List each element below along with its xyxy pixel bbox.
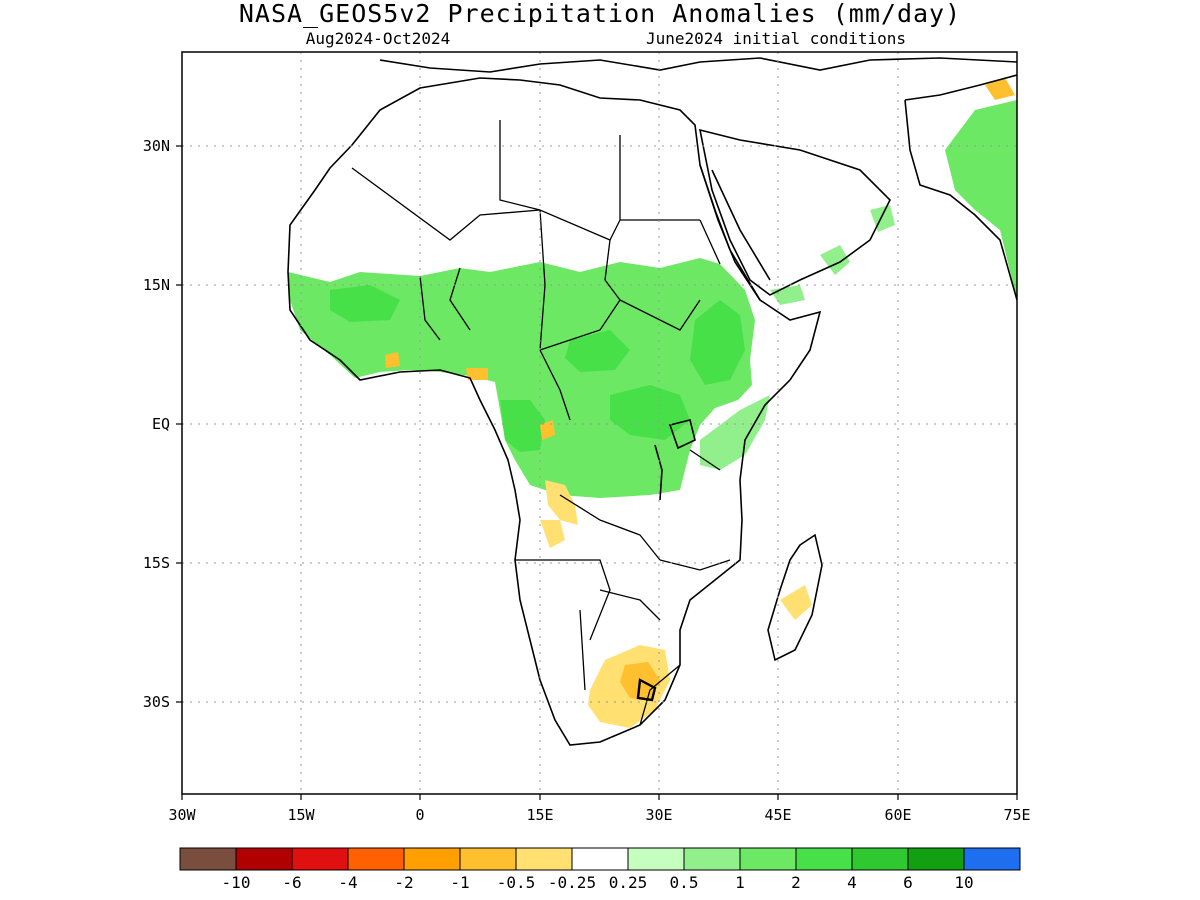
yemen-mild-wet — [770, 285, 805, 305]
colorbar-swatch — [683, 847, 741, 871]
country-borders — [351, 120, 731, 726]
colorbar-label: -0.25 — [548, 873, 596, 892]
colorbar-label: -10 — [222, 873, 251, 892]
subtitle-initial-conditions: June2024 initial conditions — [646, 29, 906, 48]
colorbar-swatch — [627, 847, 685, 871]
colorbar-swatch — [403, 847, 461, 871]
colorbar-label: 2 — [791, 873, 801, 892]
colorbar-label: -6 — [282, 873, 301, 892]
x-tick-label: 30W — [168, 806, 196, 824]
east-africa-mild-wet — [700, 395, 770, 470]
arabian-peninsula-outline — [698, 128, 891, 296]
colorbar-label: -0.5 — [497, 873, 536, 892]
india-outline — [904, 74, 1017, 301]
tick-marks — [176, 145, 1018, 800]
colorbar-swatch — [459, 847, 517, 871]
gabon-dry — [540, 420, 555, 440]
colorbar-swatch — [291, 847, 349, 871]
lake-tanganyika-outline — [654, 444, 663, 501]
sahel-wet-region — [288, 258, 755, 498]
colorbar-label: 0.25 — [609, 873, 648, 892]
mediterranean-coast — [379, 57, 1017, 73]
colorbar-label: 10 — [954, 873, 973, 892]
colorbar-label: -4 — [338, 873, 357, 892]
y-tick-label: 15N — [143, 276, 170, 294]
ethiopia-wetter-core — [690, 300, 745, 385]
sahel-west-wetter-core — [330, 285, 400, 322]
colorbar-swatch — [851, 847, 909, 871]
madagascar-dry — [780, 585, 812, 620]
africa-outline — [287, 77, 822, 746]
y-tick-label: 30S — [143, 693, 170, 711]
x-tick-label: 75E — [1003, 806, 1030, 824]
anomaly-shading — [288, 78, 1017, 728]
colorbar-label: 0.5 — [670, 873, 699, 892]
y-tick-labels: 30N 15N EQ 15S 30S — [143, 137, 170, 711]
arabia-mild-wet — [820, 245, 850, 275]
x-tick-label: 30E — [645, 806, 672, 824]
colorbar-swatch — [235, 847, 293, 871]
colorbar-label: 1 — [735, 873, 745, 892]
subtitle-period: Aug2024-Oct2024 — [306, 29, 451, 48]
lake-victoria-outline — [668, 419, 696, 450]
colorbar-swatch — [179, 847, 237, 871]
colorbar-swatch — [795, 847, 853, 871]
sahel-central-wetter-core — [565, 330, 630, 372]
colorbar-swatch — [515, 847, 573, 871]
y-tick-label: 30N — [143, 137, 170, 155]
colorbar-label: -1 — [450, 873, 469, 892]
ghana-dry — [385, 352, 400, 368]
colorbar-label: -2 — [394, 873, 413, 892]
colorbar-swatch — [739, 847, 797, 871]
colorbar-labels: -10 -6 -4 -2 -1 -0.5 -0.25 0.25 0.5 1 2 4 6 10 — [222, 873, 974, 892]
colorbar-label: 6 — [903, 873, 913, 892]
map-area — [287, 57, 1017, 746]
india-wet-region — [945, 100, 1017, 300]
coastlines-and-borders — [287, 57, 1017, 746]
x-tick-label: 15W — [287, 806, 315, 824]
madagascar-outline — [767, 533, 823, 662]
colorbar-swatch — [963, 847, 1021, 871]
colorbar-swatch — [571, 847, 629, 871]
x-tick-label: 15E — [526, 806, 553, 824]
y-tick-label: 15S — [143, 554, 170, 572]
x-tick-labels: 30W 15W 0 15E 30E 45E 60E 75E — [168, 806, 1030, 824]
chart-title: NASA_GEOS5v2 Precipitation Anomalies (mm… — [239, 0, 961, 28]
himalaya-dry — [985, 78, 1015, 100]
colorbar-swatch — [907, 847, 965, 871]
lat-lon-grid — [182, 52, 1017, 794]
india-mild-wet — [870, 205, 895, 232]
map-frame — [181, 51, 1018, 795]
namibia-dry — [540, 520, 565, 548]
red-sea-coast — [699, 164, 771, 301]
congo-wetter-core — [500, 400, 545, 452]
colorbar-swatch — [347, 847, 405, 871]
x-tick-label: 60E — [884, 806, 911, 824]
x-tick-label: 45E — [764, 806, 791, 824]
colorbar — [179, 847, 1021, 871]
lesotho-outline — [636, 678, 657, 702]
colorbar-label: 4 — [847, 873, 857, 892]
x-tick-label: 0 — [415, 806, 424, 824]
angola-dry — [545, 480, 578, 525]
nigeria-coast-dry — [466, 368, 488, 380]
y-tick-label: EQ — [152, 415, 170, 433]
